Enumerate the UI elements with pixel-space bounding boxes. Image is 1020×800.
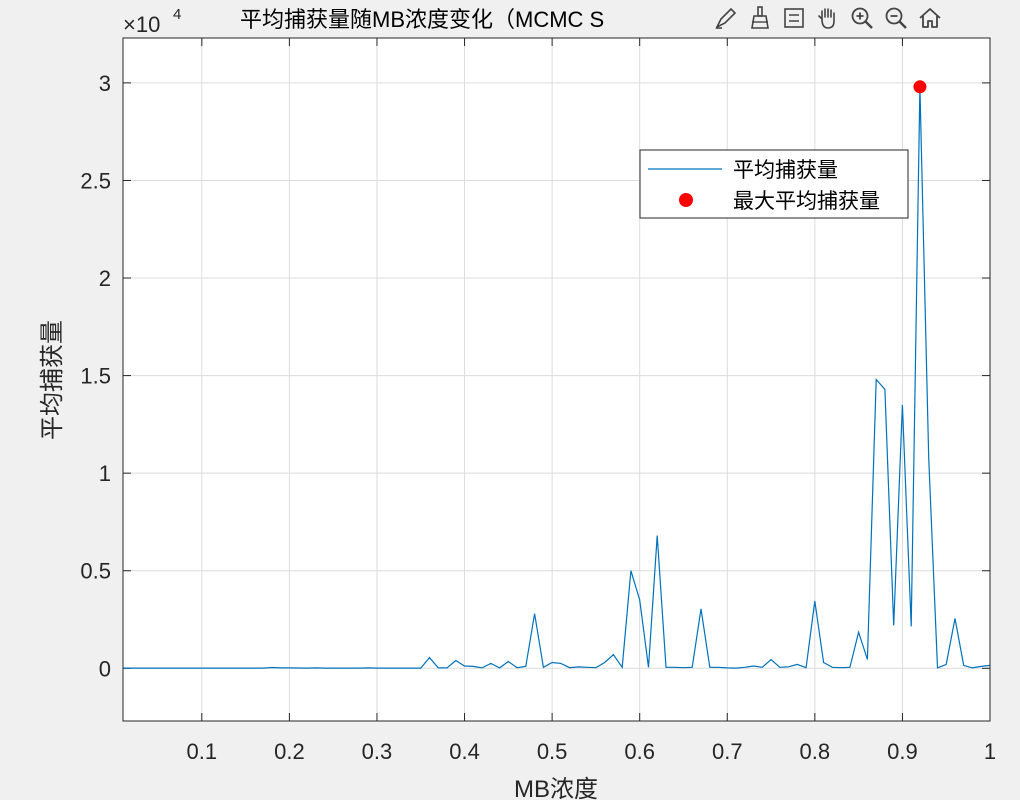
axes-toolbar — [710, 0, 946, 36]
legend-entry-average: 平均捕获量 — [733, 159, 838, 182]
y-tick-label: 1 — [99, 461, 111, 486]
x-tick-label: 0.6 — [624, 739, 655, 764]
legend-entry-max: 最大平均捕获量 — [733, 190, 880, 213]
y-exponent-base: ×10 — [123, 12, 160, 37]
x-axis-label: MB浓度 — [514, 776, 598, 800]
x-tick-label: 0.5 — [537, 739, 568, 764]
home-button[interactable] — [914, 1, 946, 35]
home-icon — [919, 8, 941, 28]
legend[interactable]: 平均捕获量 最大平均捕获量 — [639, 149, 909, 219]
zoom-out-button[interactable] — [880, 1, 912, 35]
y-tick-label: 2 — [99, 266, 111, 291]
axes-border — [122, 37, 991, 722]
pan-hand-icon — [818, 8, 835, 29]
x-tick-label: 0.9 — [887, 739, 918, 764]
y-exponent-label: ×10 4 — [123, 6, 181, 37]
edit-plot-button[interactable] — [710, 1, 742, 35]
brush-button[interactable] — [744, 1, 776, 35]
axes-area[interactable] — [123, 38, 990, 721]
y-axis-ticks: 0 0.5 1 1.5 2 2.5 3 — [80, 71, 990, 681]
y-tick-label: 0 — [99, 656, 111, 681]
x-tick-label: 0.1 — [187, 739, 218, 764]
x-tick-label: 0.2 — [274, 739, 305, 764]
y-tick-label: 0.5 — [80, 559, 111, 584]
y-tick-label: 1.5 — [80, 364, 111, 389]
legend-toggle-icon — [784, 8, 804, 28]
max-point-marker — [913, 80, 927, 94]
edit-plot-icon — [715, 7, 737, 29]
y-tick-label: 2.5 — [80, 168, 111, 193]
y-tick-label: 3 — [99, 71, 111, 96]
brush-icon — [751, 6, 769, 29]
x-tick-label: 0.4 — [449, 739, 480, 764]
series-line-average-capture — [123, 86, 991, 669]
x-axis-ticks: 0.1 0.2 0.3 0.4 0.5 0.6 0.7 0.8 0.9 1 — [187, 38, 996, 764]
x-tick-label: 0.7 — [712, 739, 743, 764]
y-axis-label: 平均捕获量 — [39, 320, 66, 440]
zoom-in-button[interactable] — [846, 1, 878, 35]
chart-title: 平均捕获量随MB浓度变化（MCMC S — [240, 7, 604, 32]
x-tick-label: 0.8 — [800, 739, 831, 764]
zoom-in-icon — [851, 7, 873, 29]
zoom-out-icon — [885, 7, 907, 29]
legend-dot-sample — [679, 193, 693, 207]
y-exponent-power: 4 — [173, 6, 181, 23]
pan-button[interactable] — [812, 1, 844, 35]
x-tick-label: 0.3 — [362, 739, 393, 764]
legend-toggle-button[interactable] — [778, 1, 810, 35]
x-tick-label: 1 — [984, 739, 996, 764]
